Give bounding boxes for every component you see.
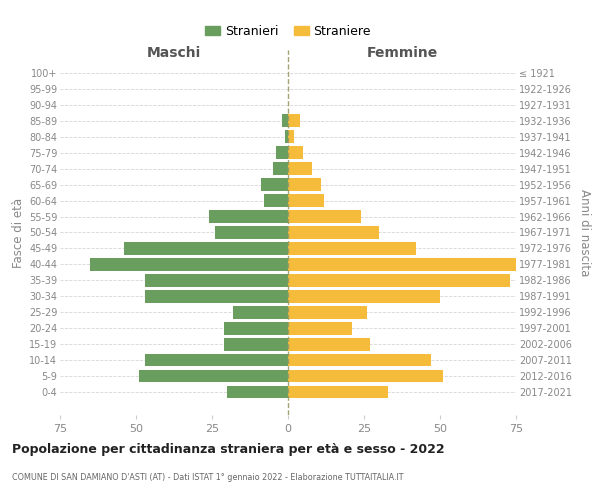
Bar xyxy=(224,322,288,334)
Bar xyxy=(282,114,288,127)
Bar xyxy=(288,178,322,191)
Bar xyxy=(288,114,300,127)
Bar xyxy=(276,146,288,159)
Bar xyxy=(273,162,288,175)
Bar xyxy=(288,338,370,350)
Y-axis label: Anni di nascita: Anni di nascita xyxy=(578,189,591,276)
Bar xyxy=(91,258,288,270)
Bar xyxy=(209,210,288,223)
Bar xyxy=(285,130,288,143)
Bar xyxy=(288,146,303,159)
Bar xyxy=(227,386,288,398)
Text: Maschi: Maschi xyxy=(147,46,201,60)
Bar xyxy=(145,354,288,366)
Bar xyxy=(224,338,288,350)
Bar xyxy=(288,274,510,286)
Bar xyxy=(288,290,440,302)
Bar xyxy=(288,386,388,398)
Bar xyxy=(215,226,288,238)
Bar xyxy=(288,162,313,175)
Bar xyxy=(288,242,416,254)
Bar xyxy=(288,306,367,318)
Bar xyxy=(124,242,288,254)
Y-axis label: Fasce di età: Fasce di età xyxy=(11,198,25,268)
Bar xyxy=(233,306,288,318)
Bar xyxy=(288,226,379,238)
Bar xyxy=(288,194,325,207)
Bar xyxy=(145,274,288,286)
Bar xyxy=(260,178,288,191)
Bar xyxy=(288,354,431,366)
Legend: Stranieri, Straniere: Stranieri, Straniere xyxy=(200,20,376,42)
Bar xyxy=(288,258,516,270)
Bar xyxy=(288,130,294,143)
Bar xyxy=(288,322,352,334)
Bar xyxy=(288,370,443,382)
Text: Popolazione per cittadinanza straniera per età e sesso - 2022: Popolazione per cittadinanza straniera p… xyxy=(12,442,445,456)
Bar xyxy=(288,210,361,223)
Bar xyxy=(263,194,288,207)
Text: COMUNE DI SAN DAMIANO D'ASTI (AT) - Dati ISTAT 1° gennaio 2022 - Elaborazione TU: COMUNE DI SAN DAMIANO D'ASTI (AT) - Dati… xyxy=(12,472,404,482)
Text: Femmine: Femmine xyxy=(367,46,437,60)
Bar xyxy=(139,370,288,382)
Bar xyxy=(145,290,288,302)
